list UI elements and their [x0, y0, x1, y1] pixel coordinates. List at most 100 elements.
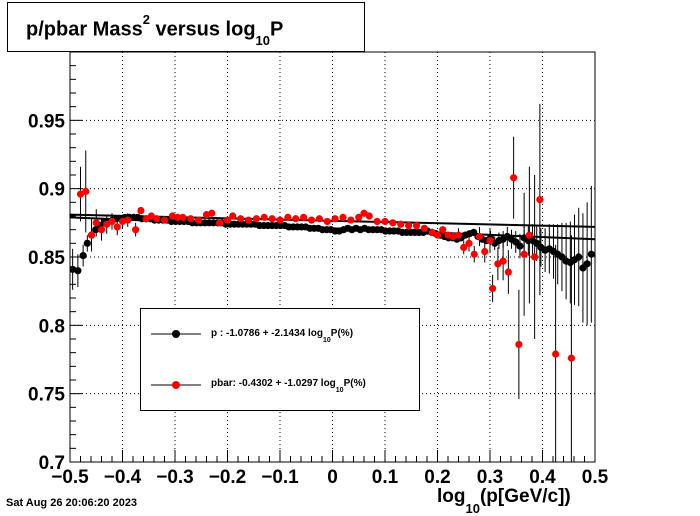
point-pbar	[179, 213, 187, 221]
point-pbar	[486, 237, 494, 245]
y-tick-label: 0.75	[28, 385, 65, 406]
point-pbar	[132, 226, 140, 234]
x-tick-label: 0.4	[529, 467, 556, 488]
point-pbar	[87, 231, 96, 239]
point-pbar	[307, 216, 316, 224]
point-pbar	[433, 231, 442, 239]
legend: p : -1.0786 + -2.1434 log10P(%) pbar: -0…	[140, 308, 420, 411]
point-pbar	[292, 215, 300, 223]
point-pbar	[216, 219, 224, 227]
x-tick-label: 0	[327, 467, 338, 488]
point-pbar	[405, 221, 413, 230]
y-tick-label: 0.95	[28, 111, 65, 132]
legend-marker-pbar	[172, 381, 180, 389]
point-p	[516, 242, 524, 250]
point-pbar	[92, 219, 100, 227]
point-pbar	[470, 250, 478, 258]
point-pbar	[504, 268, 512, 276]
point-pbar	[347, 216, 355, 224]
point-pbar	[520, 250, 528, 258]
point-pbar	[489, 284, 497, 293]
point-pbar	[412, 221, 421, 230]
y-tick-label: 0.9	[39, 180, 65, 201]
point-pbar	[389, 219, 397, 227]
point-pbar	[260, 213, 268, 221]
point-pbar	[355, 213, 363, 221]
x-tick-label: −0.2	[209, 467, 247, 488]
point-pbar	[187, 215, 195, 223]
point-pbar	[252, 215, 260, 223]
point-pbar	[113, 223, 121, 231]
point-pbar	[525, 231, 533, 239]
point-pbar	[229, 212, 237, 220]
point-pbar	[244, 216, 253, 224]
point-pbar	[439, 226, 447, 234]
axes	[69, 51, 596, 463]
point-pbar	[515, 340, 523, 349]
point-pbar	[499, 257, 507, 265]
point-p	[575, 253, 583, 261]
x-tick-label: 0.1	[372, 467, 399, 488]
point-pbar	[315, 215, 323, 223]
x-tick-label: 0.5	[582, 467, 609, 488]
point-pbar	[454, 231, 463, 239]
point-pbar	[460, 243, 468, 252]
point-pbar	[124, 216, 132, 224]
point-pbar	[174, 213, 182, 221]
x-tick-label: −0.3	[156, 467, 194, 488]
point-pbar	[339, 213, 347, 221]
point-pbar	[373, 217, 381, 226]
point-pbar	[531, 253, 539, 261]
legend-entry-p: p : -1.0786 + -2.1434 log10P(%)	[211, 328, 354, 344]
legend-marker-p	[172, 330, 180, 338]
point-pbar	[268, 215, 276, 223]
tick-labels: −0.5 −0.4 −0.3 −0.2 −0.1 0 0.1 0.2 0.3 0.4 0.5 0.7 0…	[28, 111, 609, 488]
point-pbar	[481, 247, 489, 256]
point-pbar	[208, 209, 216, 217]
point-pbar	[97, 226, 106, 234]
point-pbar	[397, 220, 405, 228]
point-p	[583, 260, 591, 268]
point-pbar	[137, 206, 145, 215]
point-pbar	[365, 212, 373, 220]
point-pbar	[82, 187, 90, 195]
grid	[70, 52, 595, 462]
point-pbar	[195, 216, 203, 224]
point-p	[83, 239, 91, 247]
point-pbar	[237, 215, 245, 223]
point-pbar	[276, 216, 284, 224]
point-pbar	[420, 224, 428, 232]
point-pbar	[223, 216, 232, 224]
point-p	[79, 252, 87, 260]
timestamp: Sat Aug 26 20:06:20 2023	[6, 497, 138, 509]
x-tick-label: −0.5	[51, 467, 89, 488]
y-tick-label: 0.7	[39, 453, 65, 474]
point-pbar	[300, 213, 308, 221]
point-pbar	[510, 174, 518, 182]
data-points	[70, 103, 595, 462]
legend-markers	[151, 330, 201, 389]
point-pbar	[331, 215, 339, 223]
y-tick-label: 0.8	[39, 316, 65, 337]
title-box: p/pbar Mass2 versus log10P	[7, 2, 365, 52]
point-p	[74, 267, 82, 275]
point-pbar	[108, 217, 116, 226]
x-tick-label: 0.2	[424, 467, 450, 488]
point-pbar	[567, 354, 575, 362]
point-pbar	[475, 232, 484, 241]
point-pbar	[465, 239, 473, 247]
point-pbar	[536, 196, 544, 204]
x-tick-label: −0.1	[261, 467, 299, 488]
point-p	[587, 250, 595, 258]
x-tick-label: −0.4	[104, 467, 142, 488]
point-pbar	[381, 217, 389, 226]
point-pbar	[160, 216, 169, 224]
chart-title: p/pbar Mass2 versus log10P	[26, 12, 284, 48]
x-tick-label: 0.3	[477, 467, 503, 488]
point-pbar	[552, 350, 560, 358]
point-pbar	[284, 213, 292, 221]
legend-entry-pbar: pbar: -0.4302 + -1.0297 log10P(%)	[211, 378, 366, 394]
point-pbar	[323, 217, 331, 226]
x-axis-label: log10(p[GeV/c])	[437, 486, 571, 516]
